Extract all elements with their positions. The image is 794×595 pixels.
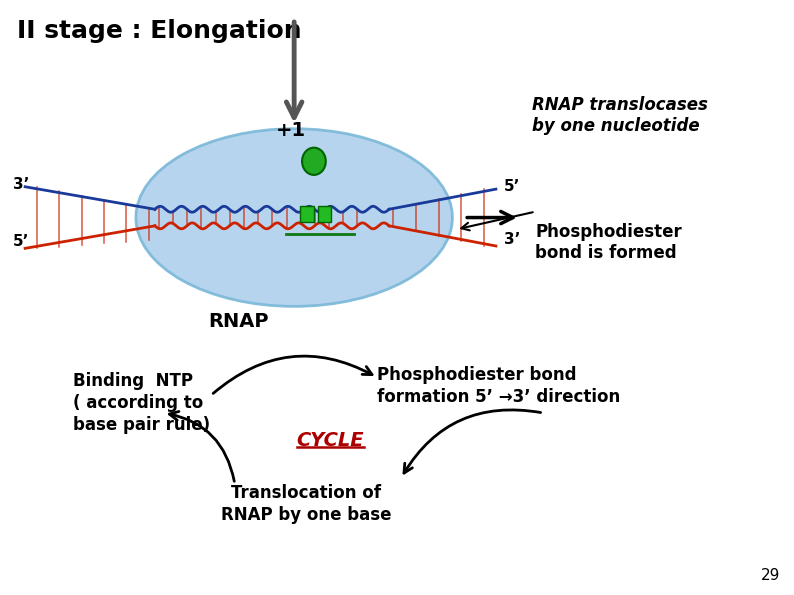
Text: Translocation of
RNAP by one base: Translocation of RNAP by one base bbox=[221, 484, 391, 524]
Text: +1: +1 bbox=[276, 121, 306, 140]
Ellipse shape bbox=[136, 129, 453, 306]
Text: Phosphodiester
bond is formed: Phosphodiester bond is formed bbox=[535, 224, 682, 262]
Text: II stage : Elongation: II stage : Elongation bbox=[17, 19, 302, 43]
Text: Binding  NTP
( according to
base pair rule): Binding NTP ( according to base pair rul… bbox=[72, 371, 210, 434]
Text: 3’: 3’ bbox=[13, 177, 29, 192]
Text: Phosphodiester bond
formation 5’ →3’ direction: Phosphodiester bond formation 5’ →3’ dir… bbox=[377, 365, 620, 406]
Bar bbox=[300, 206, 314, 223]
Text: CYCLE: CYCLE bbox=[296, 431, 364, 450]
Ellipse shape bbox=[302, 148, 326, 175]
Text: RNAP translocases
by one nucleotide: RNAP translocases by one nucleotide bbox=[531, 96, 707, 135]
Text: 3’: 3’ bbox=[504, 232, 520, 247]
Bar bbox=[318, 206, 331, 223]
Text: 5’: 5’ bbox=[504, 179, 520, 194]
Text: 5’: 5’ bbox=[13, 234, 29, 249]
Text: RNAP: RNAP bbox=[209, 312, 269, 331]
Text: 29: 29 bbox=[761, 568, 781, 583]
